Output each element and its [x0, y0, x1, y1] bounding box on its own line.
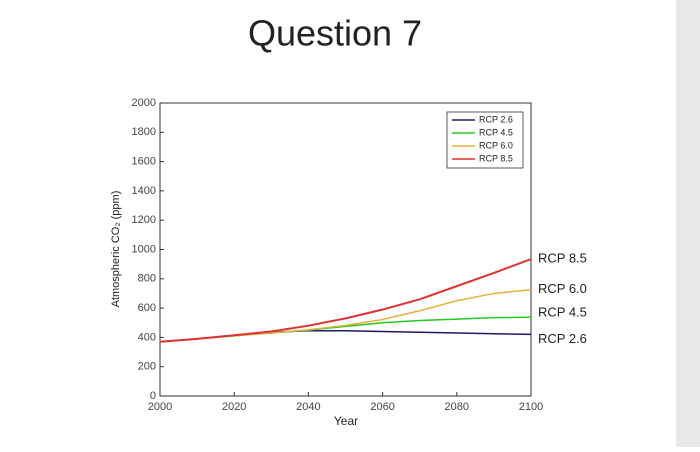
y-tick-label: 200	[138, 361, 156, 373]
x-tick-label: 2020	[222, 401, 246, 413]
legend-label: RCP 8.5	[479, 153, 513, 163]
x-tick-label: 2040	[296, 401, 320, 413]
end-label: RCP 2.6	[538, 331, 587, 346]
y-tick-label: 1800	[132, 126, 156, 138]
y-tick-label: 1400	[132, 185, 156, 197]
end-label: RCP 8.5	[538, 250, 587, 265]
y-tick-label: 1200	[132, 214, 156, 226]
x-tick-label: 2060	[370, 401, 394, 413]
legend-label: RCP 2.6	[479, 114, 513, 124]
y-axis-label: Atmospheric CO₂ (ppm)	[110, 191, 122, 308]
end-label: RCP 6.0	[538, 281, 587, 296]
y-tick-label: 1600	[132, 156, 156, 168]
series-line	[159, 258, 532, 343]
legend-label: RCP 6.0	[479, 140, 513, 150]
end-label: RCP 4.5	[538, 305, 587, 320]
y-tick-label: 400	[138, 331, 156, 343]
x-axis-label: Year	[334, 414, 358, 428]
y-tick-label: 600	[138, 302, 156, 314]
x-tick-label: 2000	[148, 401, 172, 413]
y-tick-label: 800	[138, 273, 156, 285]
legend-label: RCP 4.5	[479, 127, 513, 137]
y-tick-label: 2000	[132, 97, 156, 109]
x-tick-label: 2100	[519, 401, 543, 413]
scrollbar	[676, 0, 700, 447]
x-tick-label: 2080	[445, 401, 469, 413]
y-tick-label: 0	[150, 390, 156, 402]
y-tick-label: 1000	[132, 243, 156, 255]
chart-title: Question 7	[248, 13, 422, 54]
